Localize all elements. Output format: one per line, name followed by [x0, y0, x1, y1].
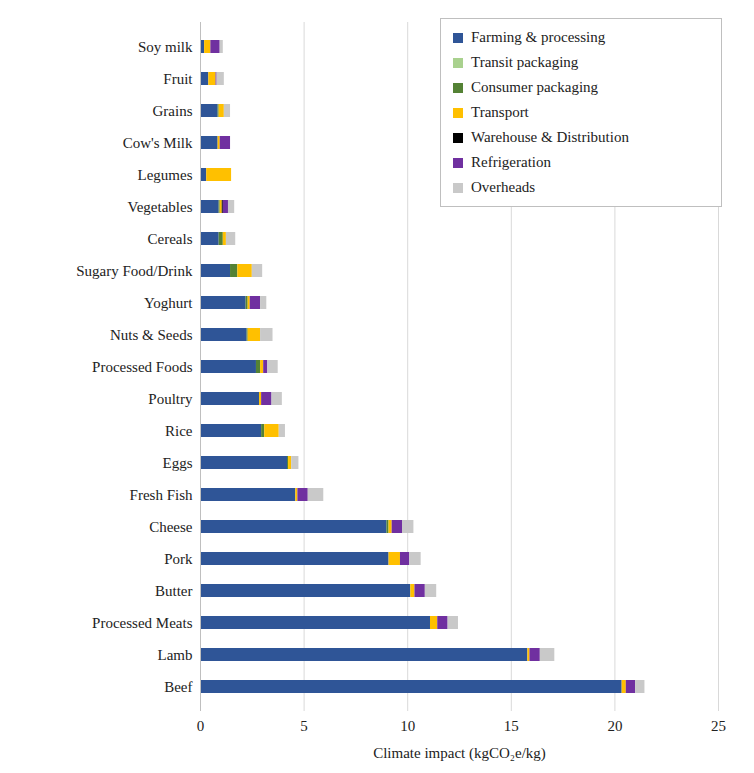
svg-text:Nuts & Seeds: Nuts & Seeds	[110, 327, 193, 343]
html-text:Transit packaging: Transit packaging	[471, 54, 579, 70]
svg-text:Yoghurt: Yoghurt	[144, 295, 193, 311]
svg-text:Eggs: Eggs	[163, 455, 193, 471]
svg-text:Butter: Butter	[155, 583, 193, 599]
svg-text:Climate impact (kgCO₂e/kg): Climate impact (kgCO₂e/kg)	[373, 745, 546, 762]
svg-text:Fresh Fish: Fresh Fish	[130, 487, 193, 503]
svg-text:Cow's Milk: Cow's Milk	[123, 135, 193, 151]
svg-text:Poultry: Poultry	[148, 391, 193, 407]
svg-text:Cheese: Cheese	[149, 519, 193, 535]
svg-text:0: 0	[197, 718, 205, 734]
html-text:Overheads: Overheads	[471, 179, 536, 195]
svg-text:Cereals: Cereals	[148, 231, 193, 247]
svg-text:Rice: Rice	[165, 423, 193, 439]
html-text:Farming & processing: Farming & processing	[471, 29, 606, 45]
svg-text:5: 5	[300, 718, 308, 734]
html-text:Transport: Transport	[471, 104, 529, 120]
svg-text:Sugary Food/Drink: Sugary Food/Drink	[76, 263, 193, 279]
svg-text:Processed Meats: Processed Meats	[92, 615, 193, 631]
svg-text:Soy milk: Soy milk	[138, 39, 193, 55]
svg-text:Grains: Grains	[153, 103, 193, 119]
svg-text:10: 10	[400, 718, 415, 734]
html-text:Warehouse & Distribution: Warehouse & Distribution	[471, 129, 629, 145]
svg-text:Fruit: Fruit	[163, 71, 193, 87]
html-text:Consumer packaging: Consumer packaging	[471, 79, 599, 95]
svg-text:Processed Foods: Processed Foods	[92, 359, 193, 375]
svg-text:Beef: Beef	[164, 679, 192, 695]
html-text:Refrigeration: Refrigeration	[471, 154, 551, 170]
svg-text:25: 25	[711, 718, 726, 734]
svg-text:Vegetables: Vegetables	[128, 199, 193, 215]
svg-text:15: 15	[504, 718, 519, 734]
svg-text:Pork: Pork	[164, 551, 193, 567]
svg-text:Legumes: Legumes	[138, 167, 193, 183]
svg-text:Lamb: Lamb	[158, 647, 193, 663]
svg-text:20: 20	[607, 718, 622, 734]
